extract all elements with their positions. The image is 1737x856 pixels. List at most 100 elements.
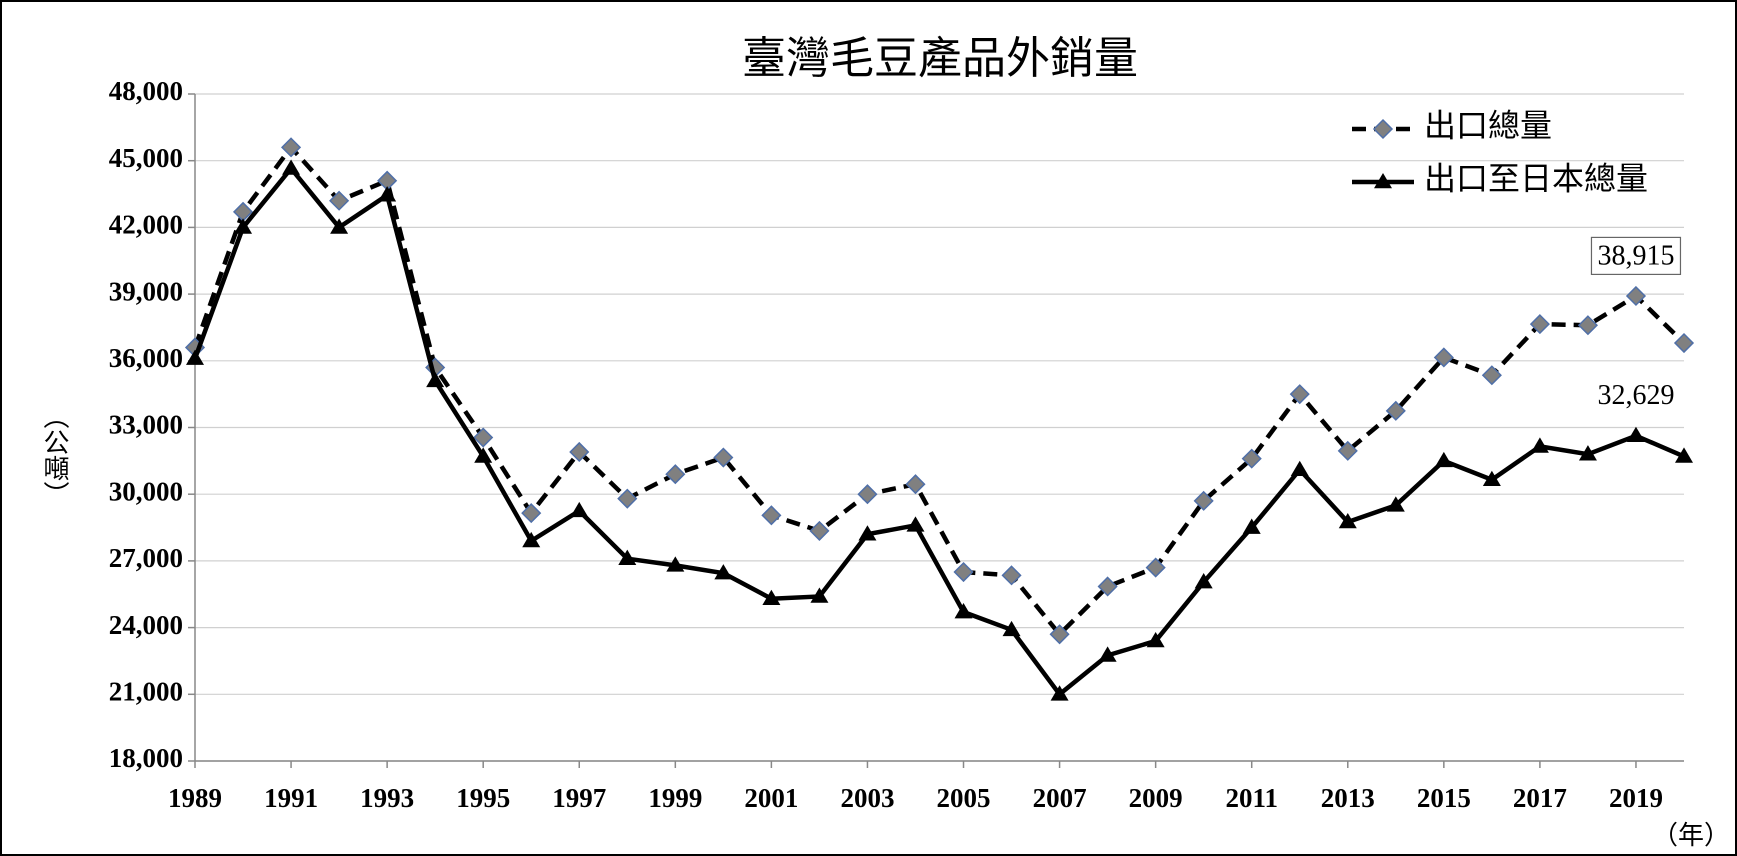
data-point	[1337, 440, 1358, 461]
data-point	[1098, 646, 1117, 662]
data-point	[953, 561, 974, 583]
y-tick-label: 36,000	[109, 343, 183, 373]
data-point	[810, 587, 829, 603]
data-point	[474, 447, 493, 463]
data-point	[329, 190, 350, 211]
legend-label: 出口至日本總量	[1424, 160, 1648, 196]
data-point	[473, 427, 494, 448]
data-point	[1050, 685, 1069, 701]
data-point	[1625, 285, 1647, 307]
data-point	[1049, 624, 1070, 645]
data-point	[1145, 557, 1166, 578]
data-point	[617, 488, 638, 509]
x-tick-label: 1995	[456, 783, 510, 813]
y-tick-label: 45,000	[109, 143, 183, 173]
x-tick-label: 2007	[1033, 783, 1087, 813]
data-point	[666, 556, 685, 572]
data-point	[762, 589, 781, 605]
data-point	[1289, 384, 1310, 405]
data-point	[1386, 496, 1405, 512]
data-point	[186, 349, 204, 365]
x-tick-label: 1989	[168, 783, 222, 813]
data-point	[1481, 365, 1502, 386]
value-label: 38,915	[1597, 240, 1674, 271]
data-point	[1675, 447, 1693, 463]
data-point	[713, 447, 734, 468]
x-tick-label: 2013	[1321, 783, 1375, 813]
value-label: 32,629	[1597, 380, 1674, 411]
x-tick-label: 2003	[840, 783, 894, 813]
x-tick-label: 1999	[648, 783, 702, 813]
series-line	[192, 164, 1685, 698]
y-axis-label: （公噸）	[40, 403, 69, 507]
value-label-box	[1590, 236, 1682, 276]
data-point	[281, 137, 302, 158]
x-tick-label: 1993	[360, 783, 414, 813]
data-point	[522, 531, 541, 548]
y-tick-label: 33,000	[109, 410, 183, 440]
y-tick-label: 48,000	[109, 76, 183, 106]
data-point	[1194, 573, 1213, 589]
data-point	[1530, 437, 1549, 453]
data-point	[618, 549, 637, 565]
data-point	[1482, 470, 1501, 487]
data-point	[1001, 565, 1022, 586]
data-point	[378, 186, 397, 202]
data-point	[1097, 576, 1118, 597]
data-point	[809, 520, 830, 541]
y-tick-label: 39,000	[109, 276, 183, 306]
legend-label: 出口總量	[1424, 107, 1552, 143]
data-point	[858, 525, 877, 541]
data-point	[330, 218, 349, 234]
x-tick-label: 1997	[552, 783, 606, 813]
chart-title: 臺灣毛豆產品外銷量	[742, 34, 1138, 83]
data-point	[1242, 518, 1261, 534]
data-point	[857, 484, 878, 505]
data-point	[1434, 451, 1453, 468]
x-tick-label: 2005	[937, 783, 991, 813]
x-tick-label: 2017	[1513, 783, 1567, 813]
data-point	[1002, 620, 1021, 637]
data-point	[1241, 448, 1262, 469]
data-point	[569, 441, 590, 463]
x-tick-label: 2009	[1129, 783, 1183, 813]
data-point	[282, 159, 301, 175]
y-tick-label: 21,000	[109, 677, 183, 707]
data-point	[521, 503, 542, 524]
data-point	[234, 218, 253, 234]
data-point	[1338, 512, 1357, 529]
y-tick-label: 24,000	[109, 610, 183, 640]
data-point	[905, 474, 926, 495]
y-tick-label: 27,000	[109, 543, 183, 573]
data-point	[1146, 631, 1165, 648]
y-tick-label: 42,000	[109, 210, 183, 240]
data-point	[906, 516, 925, 532]
data-point	[1290, 460, 1309, 477]
data-point	[714, 564, 733, 580]
x-tick-label: 1991	[264, 783, 318, 813]
x-tick-label: 2001	[744, 783, 798, 813]
data-point	[761, 505, 782, 526]
data-point	[665, 464, 686, 485]
data-point	[1578, 445, 1597, 461]
y-tick-label: 18,000	[109, 743, 183, 773]
x-axis-label: （年）	[1652, 821, 1730, 850]
x-tick-label: 2015	[1417, 783, 1471, 813]
data-point	[954, 603, 973, 619]
y-tick-label: 30,000	[109, 476, 183, 506]
data-point	[1385, 400, 1406, 421]
data-point	[1626, 426, 1645, 443]
data-point	[1529, 314, 1550, 335]
data-point	[1193, 490, 1214, 511]
data-point	[570, 501, 589, 518]
data-point	[426, 371, 445, 388]
data-point	[1433, 347, 1454, 368]
data-point	[1577, 315, 1599, 336]
legend-marker	[1374, 173, 1392, 189]
data-point	[1673, 332, 1695, 354]
series-line	[192, 143, 1686, 638]
legend-marker	[1372, 118, 1394, 140]
x-tick-label: 2019	[1609, 783, 1663, 813]
x-tick-label: 2011	[1225, 783, 1278, 813]
